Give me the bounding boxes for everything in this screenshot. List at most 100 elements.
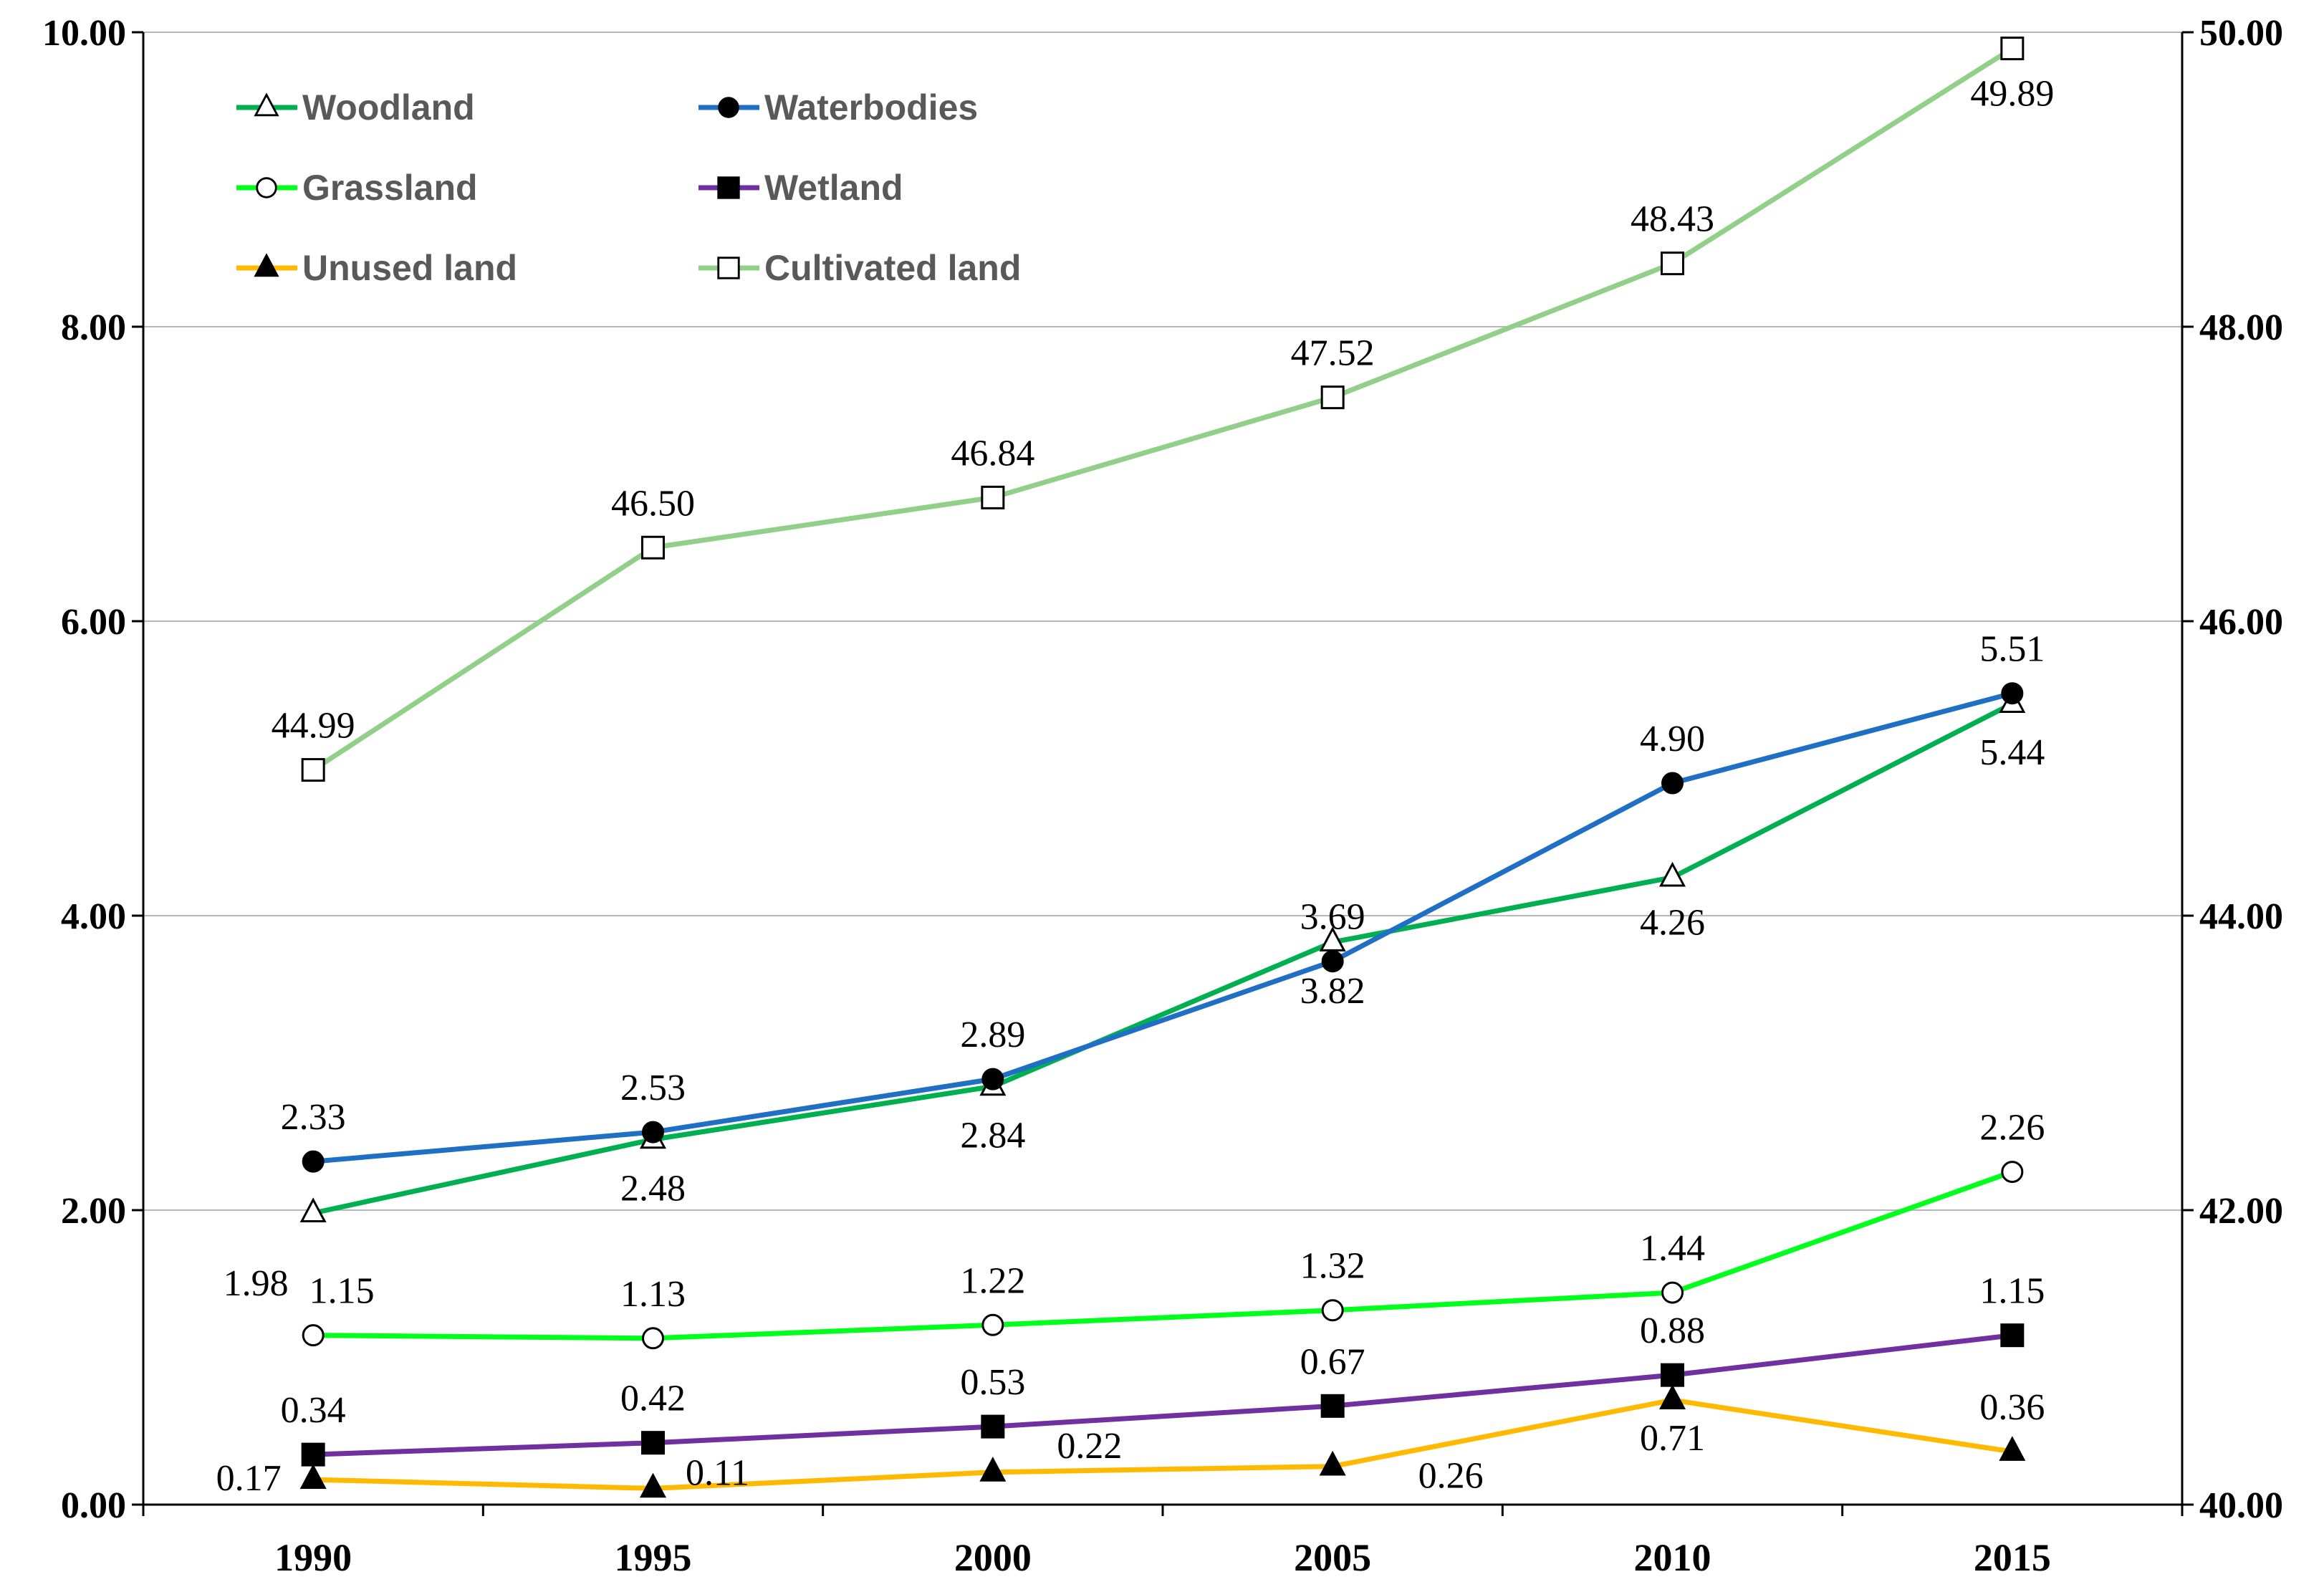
legend-swatch-marker	[718, 97, 739, 118]
grassland-point	[1661, 1281, 1684, 1304]
cultivated-land-point	[981, 485, 1005, 509]
legend-swatch-marker	[717, 176, 740, 199]
grassland-line	[313, 1169, 2014, 1341]
wetland-data-label: 0.42	[620, 1379, 686, 1419]
legend-item-unused-land: Unused land	[236, 248, 517, 288]
wetland-data-label: 0.67	[1300, 1341, 1365, 1382]
wetland-point	[1661, 1363, 1684, 1387]
unused-land-data-label: 0.36	[1979, 1387, 2045, 1428]
cultivated-land-data-label: 48.43	[1631, 199, 1714, 240]
grassland-data-label: 1.22	[960, 1260, 1025, 1301]
right-tick-label: 44.00	[2199, 896, 2283, 937]
cultivated-land-data-label: 44.99	[272, 706, 355, 747]
waterbodies-point	[1321, 950, 1344, 973]
grassland-point	[2001, 1161, 2024, 1184]
legend-swatch-marker	[254, 92, 279, 117]
right-tick-label: 46.00	[2199, 602, 2283, 643]
cultivated-land-line	[312, 46, 2014, 772]
cultivated-land-data-label: 47.52	[1291, 333, 1375, 374]
wetland-line	[313, 1333, 2013, 1457]
cultivated-land-point	[301, 758, 325, 782]
legend-label: Unused land	[302, 248, 517, 288]
unused-land-point	[640, 1472, 666, 1498]
cultivated-land-data-label: 46.50	[611, 483, 695, 524]
left-axis-ticks: 0.00 2.00 4.00 6.00 8.00 10.00	[42, 13, 143, 1526]
x-tick-label: 1990	[274, 1536, 352, 1579]
legend-label: Waterbodies	[764, 87, 978, 128]
gridlines	[143, 32, 2182, 1211]
unused-land-point	[1999, 1436, 2026, 1461]
unused-land-data-label: 0.22	[1057, 1426, 1122, 1467]
legend-swatch-marker	[256, 177, 277, 198]
waterbodies-data-label: 2.89	[960, 1015, 1025, 1055]
series-lines	[312, 46, 2014, 1491]
left-tick-label: 2.00	[61, 1191, 126, 1232]
legend-item-grassland: Grassland	[236, 168, 478, 208]
woodland-point	[299, 1197, 327, 1223]
waterbodies-point	[981, 1068, 1004, 1090]
right-tick-label: 40.00	[2199, 1485, 2283, 1526]
waterbodies-point	[642, 1121, 664, 1144]
wetland-point	[981, 1414, 1005, 1439]
cultivated-land-point	[1320, 385, 1345, 410]
unused-land-data-label: 0.11	[686, 1452, 749, 1493]
unused-land-point	[1319, 1450, 1346, 1476]
x-tick-label: 2000	[954, 1536, 1032, 1579]
legend-item-waterbodies: Waterbodies	[698, 87, 978, 128]
grassland-point	[642, 1327, 664, 1350]
series-markers	[299, 37, 2026, 1498]
legend-label: Woodland	[302, 87, 475, 128]
wetland-point	[301, 1442, 325, 1467]
woodland-data-label: 5.44	[1979, 732, 2045, 773]
left-tick-label: 4.00	[61, 896, 126, 937]
unused-land-point	[299, 1464, 327, 1489]
cultivated-land-data-label: 49.89	[1970, 74, 2054, 115]
woodland-data-label: 2.84	[960, 1115, 1025, 1156]
wetland-data-label: 0.88	[1640, 1310, 1705, 1351]
waterbodies-data-label: 2.53	[620, 1068, 686, 1108]
unused-land-point	[1659, 1384, 1686, 1409]
legend-label: Cultivated land	[764, 248, 1021, 288]
woodland-data-label: 1.98	[224, 1263, 289, 1304]
grassland-data-label: 1.32	[1300, 1246, 1365, 1287]
grassland-point	[981, 1313, 1004, 1336]
woodland-data-label: 2.48	[620, 1168, 686, 1209]
unused-land-data-label: 0.17	[216, 1458, 282, 1499]
waterbodies-point	[2001, 682, 2024, 705]
x-tick-label: 2005	[1294, 1536, 1371, 1579]
legend: Woodland Waterbodies Grassland Wetland Unuse…	[236, 87, 1021, 288]
cultivated-land-data-label: 46.84	[951, 433, 1034, 474]
cultivated-land-point	[2000, 37, 2025, 61]
grassland-point	[302, 1324, 325, 1347]
legend-label: Grassland	[302, 168, 478, 208]
grassland-data-label: 1.15	[309, 1271, 375, 1312]
legend-swatch-marker	[717, 257, 740, 279]
unused-land-data-label: 0.26	[1418, 1456, 1484, 1497]
grassland-point	[1321, 1299, 1344, 1322]
waterbodies-data-label: 4.90	[1640, 719, 1705, 759]
wetland-point	[2000, 1323, 2025, 1348]
grassland-data-label: 1.13	[620, 1274, 686, 1315]
right-tick-label: 48.00	[2199, 307, 2283, 348]
x-axis-ticks: 1990 1995 2000 2005 2010 2015	[142, 1505, 2184, 1579]
unused-land-data-label: 0.71	[1640, 1418, 1705, 1459]
waterbodies-line	[312, 691, 2013, 1164]
waterbodies-data-label: 3.69	[1300, 897, 1365, 938]
cultivated-land-point	[1661, 251, 1684, 276]
right-tick-label: 42.00	[2199, 1191, 2283, 1232]
wetland-data-label: 0.34	[281, 1390, 346, 1431]
legend-item-wetland: Wetland	[698, 168, 903, 208]
left-tick-label: 0.00	[61, 1485, 126, 1526]
waterbodies-data-label: 2.33	[281, 1097, 346, 1138]
legend-swatch-marker	[254, 253, 279, 277]
x-tick-label: 1995	[615, 1536, 692, 1579]
x-tick-label: 2015	[1974, 1536, 2051, 1579]
data-labels: 1.98 2.48 2.84 3.82 4.26 5.44 2.33 2.53 2.89 3.69…	[216, 74, 2055, 1499]
left-tick-label: 6.00	[61, 602, 126, 643]
right-axis-ticks: 40.00 42.00 44.00 46.00 48.00 50.00	[2182, 13, 2283, 1526]
cultivated-land-point	[641, 535, 665, 560]
waterbodies-data-label: 5.51	[1979, 629, 2045, 670]
waterbodies-point	[1661, 772, 1684, 795]
grassland-data-label: 2.26	[1979, 1108, 2045, 1149]
